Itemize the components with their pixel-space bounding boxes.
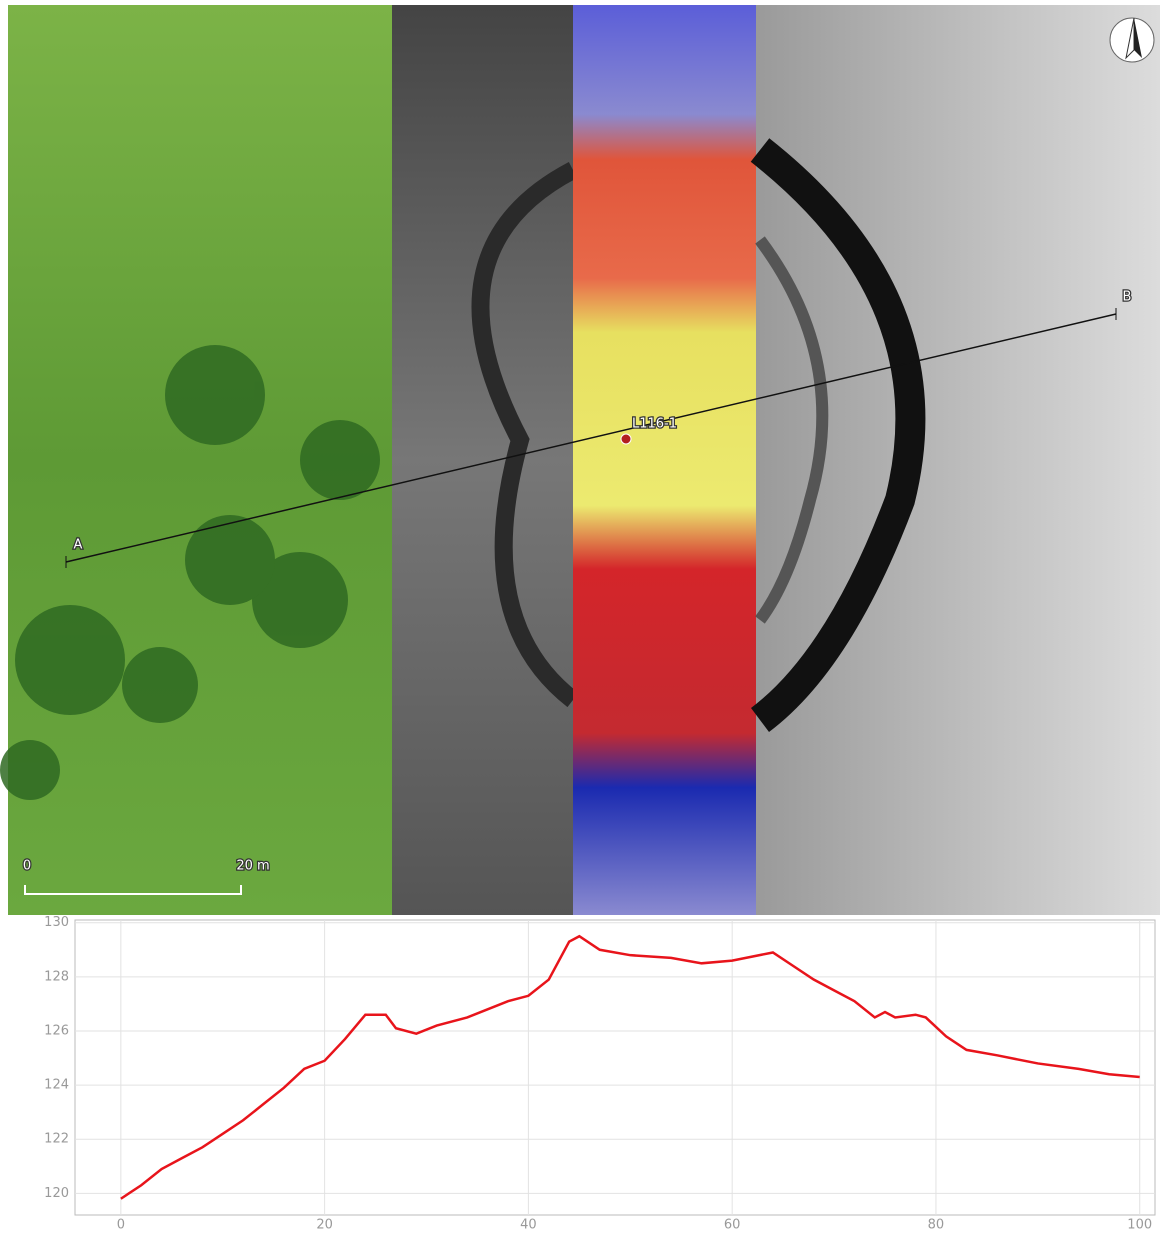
- map: A B L116-1 0 20 m: [0, 5, 1160, 915]
- scale-label: 0: [23, 859, 31, 874]
- x-tick-label: 0: [117, 1218, 125, 1233]
- elevation-raster: [573, 5, 756, 915]
- x-tick-label: 80: [928, 1218, 945, 1233]
- y-tick-label: 124: [44, 1078, 69, 1093]
- y-tick-label: 126: [44, 1023, 69, 1038]
- site-label: L116-1: [632, 417, 677, 432]
- y-tick-label: 122: [44, 1132, 69, 1147]
- x-tick-label: 100: [1127, 1218, 1152, 1233]
- y-tick-label: 128: [44, 969, 69, 984]
- plot-area: [75, 920, 1155, 1215]
- page: A B L116-1 0 20 m 120 122 124 126 128 130 0 20 4…: [0, 0, 1163, 1236]
- figure: A B L116-1 0 20 m 120 122 124 126 128 130 0 20 4…: [0, 0, 1163, 1232]
- y-tick-label: 130: [44, 915, 69, 930]
- x-tick-label: 60: [724, 1218, 741, 1233]
- scale-label: 20 m: [236, 859, 269, 874]
- x-tick-label: 20: [316, 1218, 333, 1233]
- point-label: A: [74, 538, 83, 553]
- slope-raster: [392, 5, 573, 915]
- site-marker: [621, 434, 631, 444]
- point-label: B: [1123, 290, 1132, 305]
- x-tick-label: 40: [520, 1218, 537, 1233]
- y-tick-label: 120: [44, 1186, 69, 1201]
